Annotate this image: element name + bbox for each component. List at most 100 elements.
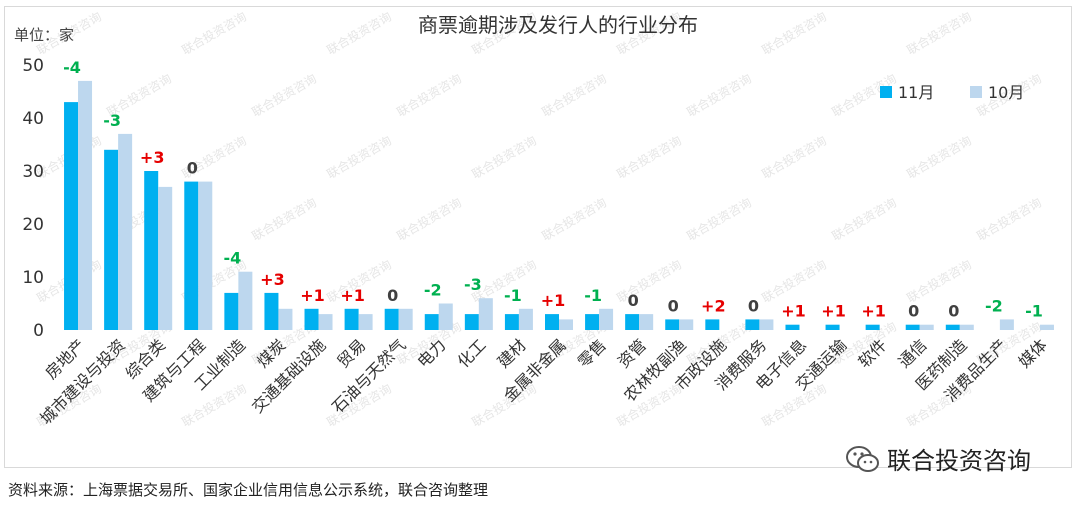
bar-oct [559,319,573,330]
bar-oct [238,271,253,330]
bar-nov [945,324,960,330]
bar-nov [264,292,279,330]
bar-nov [665,319,680,330]
bar-nov [344,308,359,330]
change-label: +3 [260,270,285,289]
change-label: -1 [1025,302,1043,321]
bar-nov [384,308,399,330]
brand-signature: 联合投资咨询 [845,441,1031,476]
chart-title: 商票逾期涉及发行人的行业分布 [418,13,698,37]
change-label: 0 [187,159,198,178]
x-tick-label: 化工 [454,335,490,371]
bar-nov [825,324,840,330]
change-label: +1 [541,291,566,310]
watermark-text: 联合投资咨询 [974,195,1044,244]
bar-nov [745,319,760,330]
change-label: +3 [140,148,165,167]
legend-swatch [970,86,982,98]
bar-oct [398,308,413,330]
source-note: 资料来源：上海票据交易所、国家企业信用信息公示系统，联合咨询整理 [8,481,489,499]
change-label: 0 [628,291,639,310]
y-tick-label: 20 [22,215,44,235]
change-label: +1 [861,302,886,321]
y-tick-label: 40 [22,109,44,129]
bar-oct [599,308,614,330]
change-label: -4 [63,58,81,77]
watermark-text: 联合投资咨询 [539,195,609,244]
watermark-text: 联合投资咨询 [829,195,899,244]
bar-nov [144,171,159,330]
bar-nov [184,181,199,330]
change-labels: -4 -3 +3 0 -4 +3 +1 +1 0 -2 -3 -1 +1 -1 0 0 +2 0 +1 +1 +1 0 0 -… [63,58,1043,321]
watermark-text: 联合投资咨询 [684,195,754,244]
bar-oct [278,308,293,330]
change-label: +1 [300,286,325,305]
change-label: -1 [504,286,522,305]
watermark-text: 联合投资咨询 [324,9,394,58]
change-label: +1 [340,286,365,305]
change-label: 0 [387,286,398,305]
change-label: 0 [668,296,679,315]
bar-nov [705,319,720,330]
bar-oct [999,319,1014,330]
watermark-text: 联合投资咨询 [539,71,609,120]
wechat-icon [846,445,879,472]
bar-nov [545,314,559,330]
change-label: +1 [781,302,806,321]
change-label: -1 [584,286,602,305]
bar-nov [625,314,640,330]
watermark-text: 联合投资咨询 [759,257,829,306]
watermark-text: 联合投资咨询 [614,133,684,182]
change-label: -3 [464,275,482,294]
bar-nov [905,324,920,330]
x-tick-label: 资管 [614,335,650,371]
watermark-text: 联合投资咨询 [394,195,464,244]
unit-label: 单位：家 [14,26,74,44]
change-label: 0 [908,302,919,321]
watermark-text: 联合投资咨询 [469,133,539,182]
change-label: -4 [223,249,241,268]
bar-oct [919,324,934,330]
watermark-text: 联合投资咨询 [179,381,249,430]
bar-oct [158,186,173,330]
bar-oct [478,298,493,330]
y-tick-label: 30 [22,162,44,182]
change-label: -2 [985,296,1003,315]
watermark-text: 联合投资咨询 [324,133,394,182]
bar-nov [865,324,880,330]
watermark-text: 联合投资咨询 [759,9,829,58]
watermark-text: 联合投资咨询 [904,133,974,182]
bar-nov [104,149,119,330]
bar-nov [224,292,239,330]
bar-oct [198,181,213,330]
y-tick-label: 50 [22,56,44,76]
change-label: +2 [701,296,726,315]
x-tick-label: 贸易 [333,335,369,371]
bar-oct [78,80,93,331]
bar-nov [64,102,79,330]
change-label: +1 [821,302,846,321]
bar-oct [118,133,133,330]
bar-oct [518,308,533,330]
y-tick-label: 0 [33,321,44,341]
bar-oct [1039,324,1054,330]
bar-oct [318,314,333,330]
watermark-text: 联合投资咨询 [684,71,754,120]
change-label: -3 [103,111,121,130]
watermark-text: 联合投资咨询 [904,257,974,306]
watermark-text: 联合投资咨询 [759,133,829,182]
watermark-text: 联合投资咨询 [249,195,319,244]
bar-oct [959,324,974,330]
brand-name: 联合投资咨询 [887,447,1031,475]
change-label: 0 [948,302,959,321]
bar-oct [679,319,694,330]
y-axis: 0 10 20 30 40 50 [22,56,44,341]
bar-oct [759,319,774,330]
bar-nov [464,314,479,330]
bars [64,80,1054,331]
bar-nov [304,308,319,330]
bar-oct [358,314,373,330]
bar-oct [438,303,453,330]
x-tick-label: 建材 [494,335,530,371]
